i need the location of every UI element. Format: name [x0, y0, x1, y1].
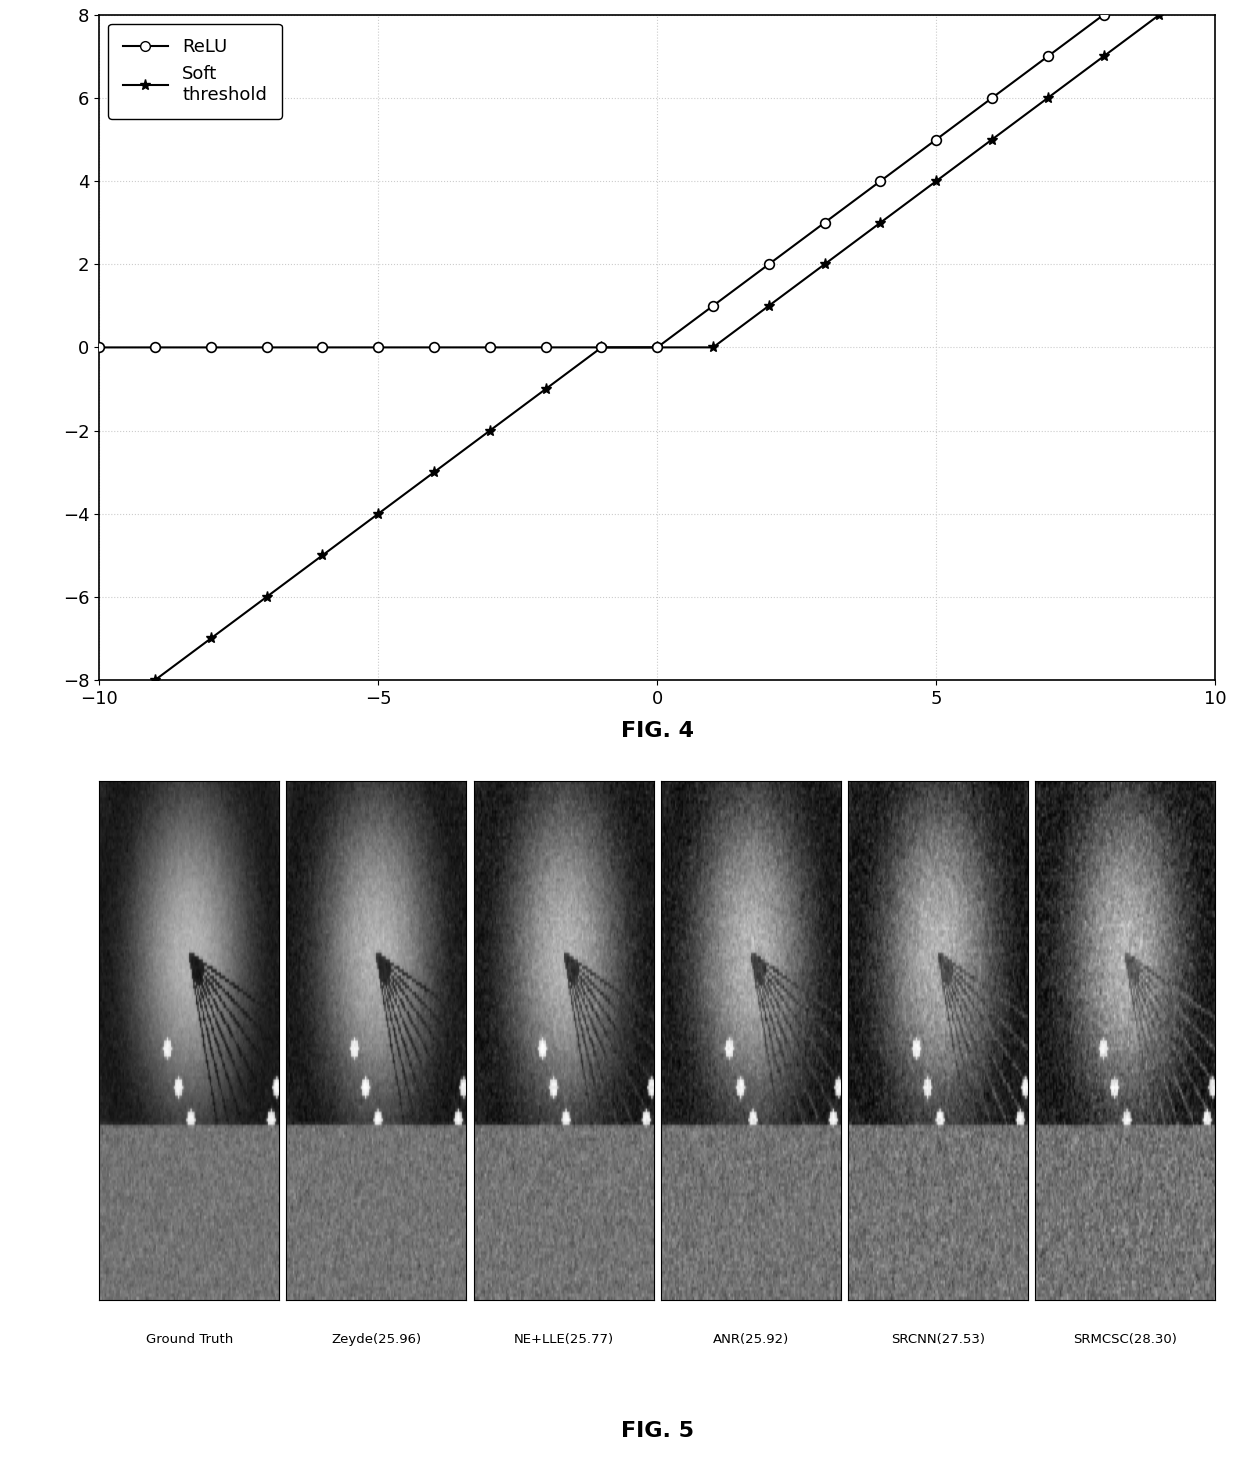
- Text: NE+LLE(25.77): NE+LLE(25.77): [513, 1334, 614, 1346]
- Text: Zeyde(25.96): Zeyde(25.96): [331, 1334, 422, 1346]
- Text: FIG. 5: FIG. 5: [621, 1421, 693, 1441]
- Text: SRCNN(27.53): SRCNN(27.53): [892, 1334, 985, 1346]
- Text: Ground Truth: Ground Truth: [145, 1334, 233, 1346]
- Text: SRMCSC(28.30): SRMCSC(28.30): [1074, 1334, 1177, 1346]
- Text: FIG. 4: FIG. 4: [621, 720, 693, 741]
- Legend: ReLU, Soft
threshold: ReLU, Soft threshold: [108, 24, 281, 118]
- Text: ANR(25.92): ANR(25.92): [713, 1334, 789, 1346]
